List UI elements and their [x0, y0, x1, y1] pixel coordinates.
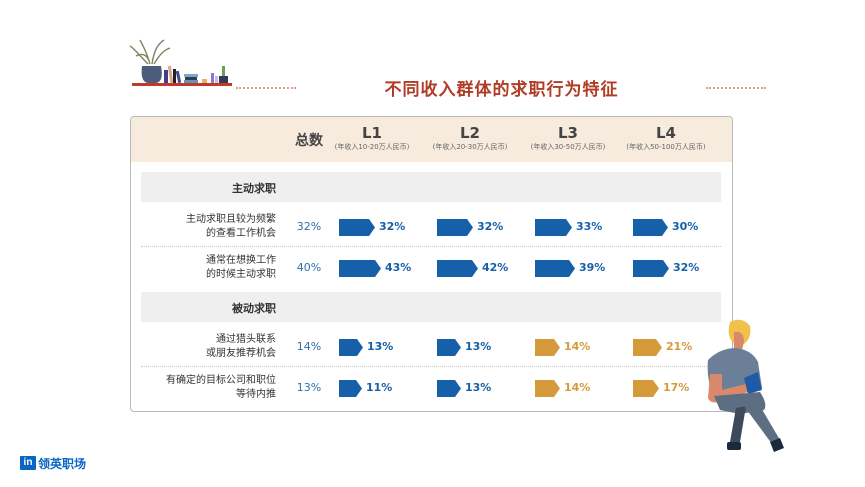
row-total: 13% — [296, 381, 322, 394]
section-passive: 被动求职 — [141, 292, 721, 322]
bar-value: 32% — [379, 220, 406, 233]
bar-cell: 39% — [535, 257, 633, 279]
row-total: 40% — [296, 261, 322, 274]
page-title: 不同收入群体的求职行为特征 — [384, 80, 619, 100]
header-level: L2 — [460, 124, 480, 142]
table-row: 通过猎头联系 或朋友推荐机会 14% 13% 13% 14% 21% — [141, 327, 721, 367]
arrow-bar — [633, 339, 662, 356]
bar-value: 32% — [673, 261, 700, 274]
linkedin-brand: in 领英职场 — [20, 455, 86, 471]
bar-cell: 30% — [633, 216, 731, 238]
bar-cell: 11% — [339, 377, 437, 399]
header-desc: (年收入30-50万人民币) — [530, 143, 606, 151]
title-row: 不同收入群体的求职行为特征 — [236, 72, 766, 102]
comparison-table: 总数 L1 (年收入10-20万人民币) L2 (年收入20-30万人民币) L… — [130, 116, 733, 412]
person-reading-illustration — [707, 319, 784, 452]
arrow-bar — [535, 380, 560, 397]
table-row: 主动求职且较为频繁 的查看工作机会 32% 32% 32% 33% 30% — [141, 207, 721, 247]
bar-value: 42% — [482, 261, 509, 274]
section-active: 主动求职 — [141, 172, 721, 202]
arrow-bar — [437, 339, 461, 356]
bar-cell: 33% — [535, 216, 633, 238]
bar-value: 17% — [663, 381, 690, 394]
arrow-bar — [535, 260, 575, 277]
table-row: 有确定的目标公司和职位 等待内推 13% 11% 13% 14% 17% — [141, 368, 721, 408]
bar-value: 13% — [465, 381, 492, 394]
bar-cell: 42% — [437, 257, 535, 279]
header-col-l4: L4 (年收入50-100万人民币) — [617, 125, 715, 153]
row-label: 有确定的目标公司和职位 等待内推 — [166, 375, 276, 400]
title-divider-right — [706, 87, 766, 89]
bar-cell: 32% — [339, 216, 437, 238]
header-level: L1 — [362, 124, 382, 142]
row-total: 14% — [296, 340, 322, 353]
linkedin-logo-icon: in — [20, 456, 36, 470]
bar-value: 14% — [564, 340, 591, 353]
header-level: L3 — [558, 124, 578, 142]
row-label: 主动求职且较为频繁 的查看工作机会 — [186, 214, 276, 239]
arrow-bar — [339, 219, 375, 236]
section-title: 主动求职 — [232, 182, 276, 195]
bar-cell: 43% — [339, 257, 437, 279]
table-header: 总数 L1 (年收入10-20万人民币) L2 (年收入20-30万人民币) L… — [131, 117, 732, 162]
bar-cell: 13% — [437, 336, 535, 358]
arrow-bar — [437, 219, 473, 236]
bar-cell: 17% — [633, 377, 731, 399]
bar-value: 11% — [366, 381, 393, 394]
bar-cell: 14% — [535, 377, 633, 399]
arrow-bar — [633, 219, 668, 236]
header-desc: (年收入10-20万人民币) — [334, 143, 410, 151]
bar-cell: 21% — [633, 336, 731, 358]
row-label: 通过猎头联系 或朋友推荐机会 — [206, 334, 276, 359]
bar-cell: 14% — [535, 336, 633, 358]
bookshelf-plant-illustration — [129, 39, 232, 86]
header-col-l2: L2 (年收入20-30万人民币) — [421, 125, 519, 153]
bar-value: 21% — [666, 340, 693, 353]
arrow-bar — [633, 380, 659, 397]
row-total: 32% — [296, 220, 322, 233]
header-col-l1: L1 (年收入10-20万人民币) — [323, 125, 421, 153]
bar-value: 30% — [672, 220, 699, 233]
brand-name: 领英职场 — [38, 456, 87, 471]
arrow-bar — [437, 380, 461, 397]
arrow-bar — [633, 260, 669, 277]
bar-value: 32% — [477, 220, 504, 233]
bar-cell: 32% — [633, 257, 731, 279]
arrow-bar — [535, 339, 560, 356]
header-desc: (年收入20-30万人民币) — [432, 143, 508, 151]
bar-value: 13% — [465, 340, 492, 353]
bar-cell: 13% — [437, 377, 535, 399]
arrow-bar — [339, 380, 362, 397]
arrow-bar — [535, 219, 572, 236]
bar-value: 14% — [564, 381, 591, 394]
header-total: 总数 — [295, 133, 323, 149]
row-label: 通常在想换工作 的时候主动求职 — [206, 255, 276, 280]
arrow-bar — [339, 260, 381, 277]
title-divider-left — [236, 87, 296, 89]
table-row: 通常在想换工作 的时候主动求职 40% 43% 42% 39% 32% — [141, 248, 721, 288]
bar-value: 13% — [367, 340, 394, 353]
header-level: L4 — [656, 124, 676, 142]
bar-value: 43% — [385, 261, 412, 274]
bar-value: 33% — [576, 220, 603, 233]
arrow-bar — [437, 260, 478, 277]
header-desc: (年收入50-100万人民币) — [626, 143, 706, 151]
section-title: 被动求职 — [232, 302, 276, 315]
header-col-l3: L3 (年收入30-50万人民币) — [519, 125, 617, 153]
bar-value: 39% — [579, 261, 606, 274]
bar-cell: 13% — [339, 336, 437, 358]
bar-cell: 32% — [437, 216, 535, 238]
arrow-bar — [339, 339, 363, 356]
